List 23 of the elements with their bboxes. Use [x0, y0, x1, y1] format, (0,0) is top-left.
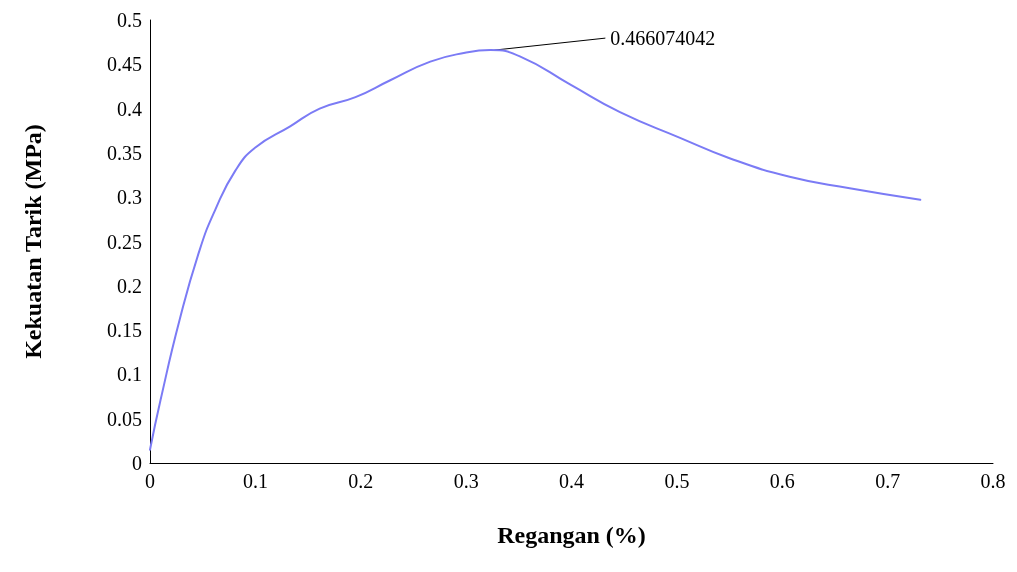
- y-tick-label: 0.35: [107, 141, 142, 164]
- y-tick-label: 0.3: [117, 186, 142, 209]
- x-tick-label: 0.1: [242, 470, 268, 492]
- y-tick-label: 0.1: [117, 363, 142, 386]
- y-tick-label: 0.5: [117, 9, 142, 31]
- x-tick-label: 0.5: [664, 470, 690, 492]
- y-axis-title: Kekuatan Tarik (MPa): [20, 124, 46, 359]
- y-tick-label: 0.05: [107, 407, 142, 430]
- line-series: [149, 49, 922, 451]
- y-tick-label: 0.15: [107, 319, 142, 342]
- y-tick-label: 0.25: [107, 230, 142, 253]
- x-tick-label: 0.7: [875, 470, 901, 492]
- x-tick-label: 0.4: [559, 470, 584, 492]
- y-tick-label: 0: [132, 452, 142, 474]
- y-tick-label: 0.4: [117, 97, 142, 120]
- x-tick-label: 0.2: [348, 470, 374, 492]
- y-tick-label: 0.45: [107, 53, 142, 76]
- x-tick-label: 0.8: [980, 470, 1006, 492]
- y-tick-label: 0.2: [117, 274, 142, 297]
- x-tick-label: 0.3: [453, 470, 479, 492]
- x-tick-label: 0.6: [769, 470, 795, 492]
- annotation: 0.466074042: [610, 27, 716, 50]
- x-axis-title: Regangan (%): [497, 522, 646, 548]
